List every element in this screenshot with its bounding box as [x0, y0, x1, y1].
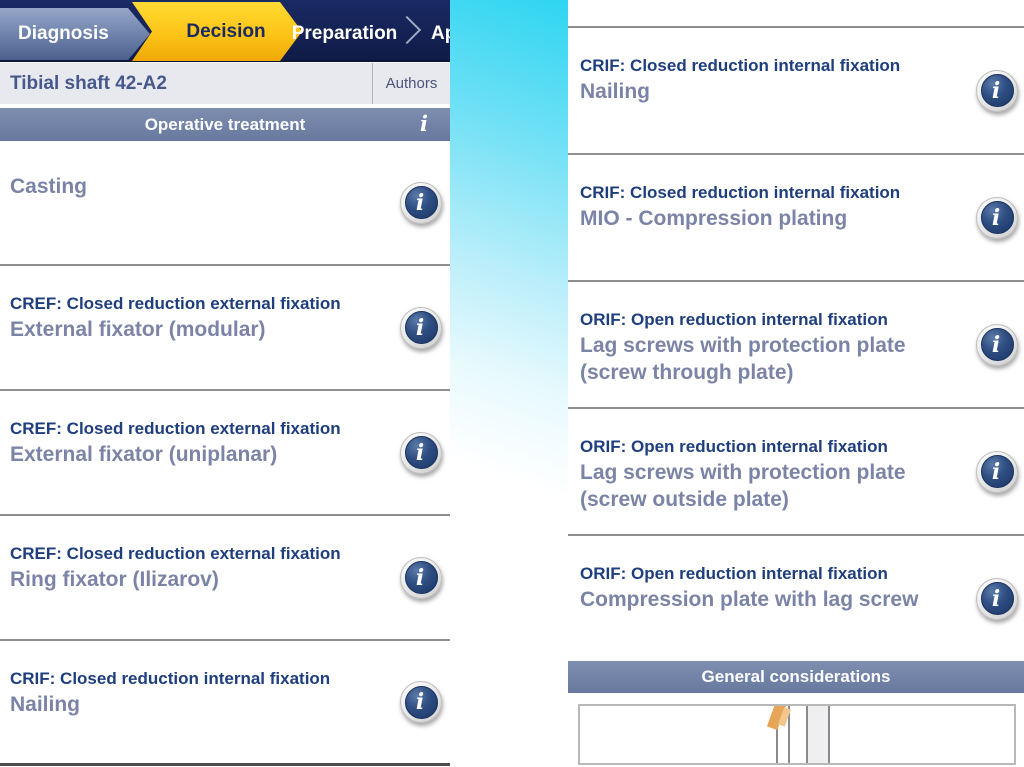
info-button[interactable]: i [400, 181, 442, 224]
item-subtitle: Casting [10, 175, 88, 198]
treatment-item-casting[interactable]: Casting i [0, 141, 450, 266]
operative-treatment-title: Operative treatment [144, 114, 306, 134]
divider [568, 0, 1024, 28]
info-button[interactable]: i [976, 323, 1018, 366]
fibula-outline [776, 706, 778, 763]
page-title: Tibial shaft 42-A2 [10, 72, 167, 94]
header-info-icon[interactable]: i [420, 111, 428, 136]
background-gradient-strip [450, 0, 568, 767]
tab-preparation-label: Preparation [291, 23, 398, 44]
item-title: ORIF: Open reduction internal fixation [580, 564, 888, 583]
treatment-item-compression-plate-lag-screw[interactable]: ORIF: Open reduction internal fixation C… [568, 536, 1024, 661]
operative-treatment-header: Operative treatment i [0, 108, 450, 141]
item-title: ORIF: Open reduction internal fixation [580, 437, 888, 456]
tibia-illustration[interactable] [578, 704, 1016, 765]
item-title: CREF: Closed reduction external fixation [10, 544, 341, 563]
item-subtitle: Nailing [580, 80, 651, 103]
item-title: CREF: Closed reduction external fixation [10, 294, 341, 313]
divider [0, 104, 450, 108]
step-tabbar: Diagnosis Decision Preparation Ap [0, 0, 450, 62]
tab-diagnosis[interactable]: Diagnosis [0, 8, 150, 60]
tab-diagnosis-label: Diagnosis [18, 23, 109, 44]
item-title: CRIF: Closed reduction internal fixation [580, 56, 901, 75]
item-title: CRIF: Closed reduction internal fixation [10, 669, 331, 688]
treatment-item-nailing[interactable]: CRIF: Closed reduction internal fixation… [0, 641, 450, 766]
treatment-item-nailing[interactable]: CRIF: Closed reduction internal fixation… [568, 28, 1024, 155]
info-icon: i [404, 311, 438, 344]
treatment-item-lag-screws-outside-plate[interactable]: ORIF: Open reduction internal fixation L… [568, 409, 1024, 536]
info-icon: i [980, 455, 1014, 488]
info-icon: i [404, 186, 438, 219]
tab-preparation[interactable]: Preparation [292, 8, 398, 60]
tibia-outline [806, 706, 830, 763]
info-button[interactable]: i [976, 577, 1018, 620]
info-icon: i [980, 582, 1014, 615]
general-considerations-title: General considerations [701, 667, 891, 686]
tab-decision-label: Decision [186, 20, 266, 42]
info-icon: i [980, 74, 1014, 107]
fracture-title-row: Tibial shaft 42-A2 Authors [0, 62, 450, 104]
item-title: ORIF: Open reduction internal fixation [580, 310, 888, 329]
treatment-item-ring-fixator[interactable]: CREF: Closed reduction external fixation… [0, 516, 450, 641]
info-button[interactable]: i [400, 306, 442, 349]
item-subtitle: Nailing [10, 693, 81, 716]
info-button[interactable]: i [976, 69, 1018, 112]
item-subtitle: External fixator (uniplanar) [10, 443, 278, 466]
info-button[interactable]: i [400, 431, 442, 474]
item-subtitle: Lag screws with protection plate (screw … [580, 461, 906, 511]
authors-button[interactable]: Authors [372, 63, 450, 104]
fibula-outline [788, 706, 790, 763]
left-panel: Diagnosis Decision Preparation Ap Tibial… [0, 0, 450, 767]
item-subtitle: Compression plate with lag screw [580, 588, 919, 611]
info-icon: i [404, 436, 438, 469]
info-button[interactable]: i [400, 681, 442, 723]
info-button[interactable]: i [976, 450, 1018, 493]
item-title: CRIF: Closed reduction internal fixation [580, 183, 901, 202]
info-icon: i [404, 685, 438, 719]
info-icon: i [404, 561, 438, 594]
treatment-item-lag-screws-through-plate[interactable]: ORIF: Open reduction internal fixation L… [568, 282, 1024, 409]
item-subtitle: External fixator (modular) [10, 318, 266, 341]
item-subtitle: MIO - Compression plating [580, 207, 848, 230]
info-icon: i [980, 201, 1014, 234]
treatment-item-mio-compression-plating[interactable]: CRIF: Closed reduction internal fixation… [568, 155, 1024, 282]
treatment-item-external-fixator-uniplanar[interactable]: CREF: Closed reduction external fixation… [0, 391, 450, 516]
item-subtitle: Lag screws with protection plate (screw … [580, 334, 906, 384]
info-button[interactable]: i [400, 556, 442, 599]
general-considerations-header: General considerations [568, 661, 1024, 693]
info-button[interactable]: i [976, 196, 1018, 239]
item-title: CREF: Closed reduction external fixation [10, 419, 341, 438]
right-panel: CRIF: Closed reduction internal fixation… [568, 0, 1024, 767]
info-icon: i [980, 328, 1014, 361]
tab-approach-label: Ap [431, 23, 450, 44]
tab-approach[interactable]: Ap [431, 8, 450, 60]
item-subtitle: Ring fixator (Ilizarov) [10, 568, 219, 591]
treatment-item-external-fixator-modular[interactable]: CREF: Closed reduction external fixation… [0, 266, 450, 391]
tab-decision[interactable]: Decision [132, 2, 302, 61]
